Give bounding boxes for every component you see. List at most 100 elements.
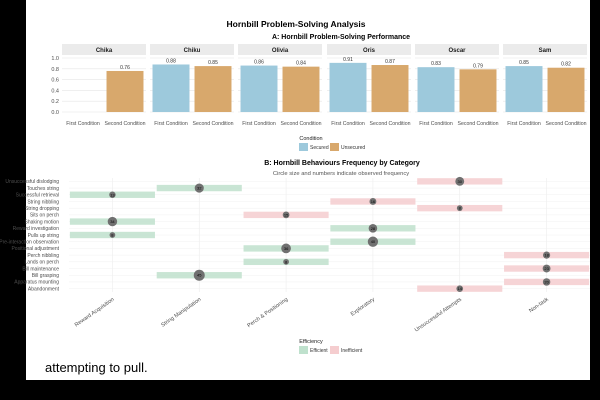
bar-value-label: 0.76 bbox=[120, 65, 130, 71]
facet-label-sam: Sam bbox=[539, 48, 552, 54]
y-tick-label: 0.6 bbox=[51, 78, 59, 84]
point-value-label: 14 bbox=[458, 286, 463, 291]
behaviour-label-bill-grasping: Bill grasping bbox=[32, 273, 59, 279]
behaviour-label-positional-adjustment: Positional adjustment bbox=[11, 246, 59, 252]
point-value-label: 20 bbox=[544, 279, 549, 284]
bottom-black-band bbox=[0, 380, 600, 400]
point-string-nibbling bbox=[369, 198, 377, 205]
point-value-label: 16 bbox=[371, 199, 376, 204]
point-value-label: 8 bbox=[459, 206, 462, 211]
facet-strip-oscar bbox=[415, 44, 499, 55]
behaviour-label-shaking-motion: Shaking motion bbox=[25, 219, 60, 225]
point-reward-investigation bbox=[368, 224, 378, 233]
bar-chiku-second-condition bbox=[194, 66, 232, 112]
point-positional-adjustment bbox=[281, 243, 291, 254]
point-shaking-motion bbox=[107, 216, 118, 227]
legend-label-inefficient: Inefficient bbox=[341, 348, 363, 354]
point-pre-interaction-observation bbox=[367, 236, 379, 247]
legend-b-title: Efficiency bbox=[299, 339, 323, 345]
point-pulls-up-string bbox=[109, 232, 116, 238]
x-tick-label: First Condition bbox=[66, 121, 100, 127]
bar-value-label: 0.87 bbox=[385, 59, 395, 65]
x-tick-label: First Condition bbox=[507, 121, 541, 127]
x-tick-label: First Condition bbox=[154, 121, 188, 127]
point-value-label: 32 bbox=[197, 186, 202, 191]
facet-strip-oris bbox=[327, 44, 411, 55]
figure-title: Hornbill Problem-Solving Analysis bbox=[226, 19, 365, 29]
behaviour-label-pre-interaction-observation: Pre-interaction observation bbox=[0, 240, 59, 246]
behaviour-label-sits-on-perch: Sits on perch bbox=[30, 213, 59, 219]
facet-strip-sam bbox=[503, 44, 587, 55]
behaviour-label-apparatus-mounting: Apparatus mounting bbox=[14, 280, 59, 286]
facet-label-chiku: Chiku bbox=[184, 48, 201, 54]
facet-label-olivia: Olivia bbox=[272, 48, 289, 54]
category-label-reward-acquisition: Reward Acquisition bbox=[74, 297, 116, 329]
bar-oris-first-condition bbox=[329, 62, 367, 112]
facet-strip-chika bbox=[62, 44, 146, 55]
chart-a: 0.0 0.2 0.4 0.6 0.8 1.0 Chika First Condition 0.… bbox=[51, 44, 587, 151]
behaviour-label-bill-maintenance: Bill maintenance bbox=[22, 266, 59, 272]
facet-label-oris: Oris bbox=[363, 48, 376, 54]
facet-label-oscar: Oscar bbox=[448, 48, 466, 54]
bar-olivia-first-condition bbox=[240, 65, 278, 112]
bar-oscar-second-condition bbox=[459, 69, 497, 112]
chart-b-subtitle: Circle size and numbers indicate observe… bbox=[273, 171, 409, 177]
point-value-label: 13 bbox=[110, 192, 115, 197]
point-value-label: 23 bbox=[544, 266, 549, 271]
behaviour-label-unsuccessful-dislodging: Unsuccessful dislodging bbox=[5, 179, 59, 185]
legend-a-title: Condition bbox=[299, 136, 322, 142]
legend-swatch-inefficient bbox=[330, 346, 339, 354]
behaviour-label-reward-investigation: Reward investigation bbox=[13, 226, 60, 232]
chart-b-title: B: Hornbill Behaviours Frequency by Cate… bbox=[264, 160, 420, 167]
bar-value-label: 0.91 bbox=[343, 57, 353, 63]
category-label-perch-positioning: Perch & Positioning bbox=[246, 297, 289, 329]
bar-oris-second-condition bbox=[371, 65, 409, 112]
x-tick-label: Second Condition bbox=[546, 121, 587, 127]
legend-label-secured: Secured bbox=[310, 145, 329, 151]
point-sits-on-perch bbox=[282, 211, 290, 219]
bar-chiku-first-condition bbox=[152, 64, 190, 112]
point-apparatus-mounting bbox=[542, 278, 551, 286]
category-label-string-manipulation: String Manipulation bbox=[160, 297, 202, 329]
y-tick-label: 0.2 bbox=[51, 99, 59, 105]
category-label-unsuccessful-attempts: Unsuccessful Attempts bbox=[414, 297, 463, 334]
x-tick-label: First Condition bbox=[242, 121, 276, 127]
x-tick-label: Second Condition bbox=[193, 121, 234, 127]
legend-swatch-unsecured bbox=[330, 143, 339, 151]
point-string-dropping bbox=[456, 205, 463, 212]
bar-value-label: 0.86 bbox=[254, 60, 264, 66]
bar-chika-second-condition bbox=[106, 70, 144, 112]
point-successful-retrieval bbox=[109, 191, 116, 198]
y-tick-label: 1.0 bbox=[51, 56, 59, 62]
bar-value-label: 0.88 bbox=[166, 58, 176, 64]
x-tick-label: Second Condition bbox=[105, 121, 146, 127]
bar-value-label: 0.84 bbox=[296, 61, 306, 67]
bar-oscar-first-condition bbox=[417, 67, 455, 112]
behaviour-label-touches-string: Touches string bbox=[27, 186, 59, 192]
legend-label-efficient: Efficient bbox=[310, 348, 328, 354]
facet-strip-olivia bbox=[238, 44, 322, 55]
point-unsuccessful-dislodging bbox=[455, 176, 465, 186]
category-label-exploratory: Exploratory bbox=[350, 297, 376, 318]
behaviour-label-lands-on-perch: Lands on perch bbox=[25, 260, 60, 266]
x-tick-label: Second Condition bbox=[458, 121, 499, 127]
y-tick-label: 0.0 bbox=[51, 110, 59, 116]
facet-strip-chiku bbox=[150, 44, 234, 55]
y-tick-label: 0.8 bbox=[51, 67, 59, 73]
behaviour-label-abandonment: Abandonment bbox=[28, 286, 60, 292]
point-touches-string bbox=[194, 183, 204, 193]
point-value-label: 8 bbox=[111, 233, 114, 238]
point-value-label: 40 bbox=[371, 239, 376, 244]
point-value-label: 30 bbox=[458, 179, 463, 184]
point-lands-on-perch bbox=[283, 258, 289, 265]
bar-sam-second-condition bbox=[547, 67, 585, 112]
point-value-label: 36 bbox=[284, 246, 289, 251]
point-value-label: 18 bbox=[544, 253, 549, 258]
legend-swatch-secured bbox=[299, 143, 308, 151]
point-value-label: 34 bbox=[110, 219, 115, 224]
point-value-label: 15 bbox=[284, 212, 289, 217]
caption-text: attempting to pull. bbox=[45, 360, 148, 375]
x-tick-label: First Condition bbox=[419, 121, 453, 127]
